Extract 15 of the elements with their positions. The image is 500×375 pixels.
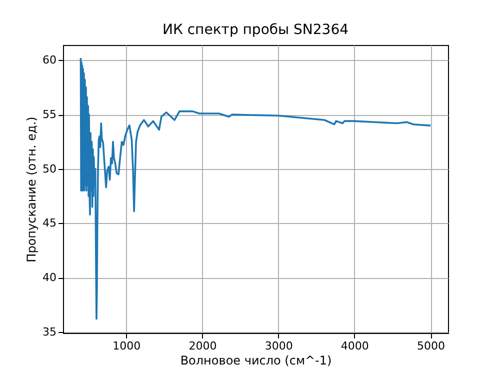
y-tick-label: 55	[42, 108, 56, 122]
y-tick-label: 60	[42, 54, 56, 67]
x-tick-label: 2000	[188, 340, 217, 352]
y-axis-title: Пропускание (отн. ед.)	[24, 116, 39, 262]
x-axis-title: Волновое число (см^-1)	[180, 354, 332, 368]
y-tick-label: 35	[42, 325, 56, 338]
x-tick-label: 1000	[112, 340, 141, 352]
y-tick-label: 50	[42, 162, 56, 176]
chart-title: ИК спектр пробы SN2364	[162, 22, 349, 38]
x-tick-label: 3000	[264, 340, 293, 352]
y-tick-label: 40	[42, 271, 56, 284]
y-tick-label: 45	[42, 216, 56, 230]
x-tick-label: 4000	[340, 340, 369, 352]
x-tick-label: 5000	[417, 340, 445, 352]
line-series	[80, 57, 432, 320]
